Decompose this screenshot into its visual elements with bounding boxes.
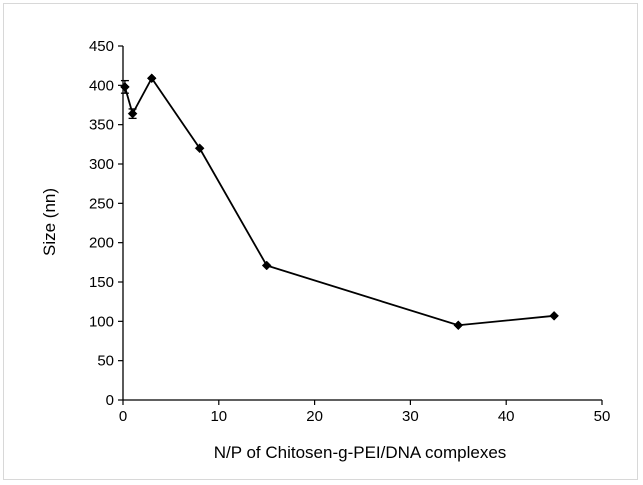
ticks: 0 50 100 150 200 250 300 350 400 450 0 10 20 30 40 50 bbox=[89, 38, 610, 425]
x-axis-label: N/P of Chitosen-g-PEI/DNA complexes bbox=[214, 443, 507, 462]
y-tick-label: 450 bbox=[89, 38, 114, 55]
y-tick-label: 350 bbox=[89, 117, 114, 134]
data-point bbox=[146, 73, 157, 84]
y-tick-label: 150 bbox=[89, 274, 114, 291]
data-point bbox=[127, 108, 138, 119]
x-tick-label: 20 bbox=[306, 408, 323, 425]
x-tick-label: 30 bbox=[402, 408, 419, 425]
x-tick-label: 10 bbox=[210, 408, 227, 425]
data-point bbox=[261, 260, 272, 271]
series-line bbox=[124, 76, 555, 327]
axes bbox=[122, 46, 602, 401]
y-tick-label: 400 bbox=[89, 77, 114, 94]
x-tick-label: 40 bbox=[498, 408, 515, 425]
y-tick-label: 200 bbox=[89, 235, 114, 252]
y-tick-label: 300 bbox=[89, 156, 114, 173]
y-tick-label: 250 bbox=[89, 195, 114, 212]
plot-area bbox=[120, 73, 559, 331]
chart-frame bbox=[3, 3, 638, 480]
data-point bbox=[194, 143, 205, 154]
y-tick-label: 100 bbox=[89, 313, 114, 330]
data-point bbox=[453, 320, 464, 331]
y-axis-label: Size (nn) bbox=[40, 188, 59, 256]
x-tick-label: 0 bbox=[119, 408, 127, 425]
y-tick-label: 50 bbox=[97, 353, 114, 370]
data-point bbox=[549, 310, 559, 321]
y-tick-label: 0 bbox=[106, 392, 114, 409]
data-point bbox=[120, 82, 130, 92]
x-tick-label: 50 bbox=[594, 408, 611, 425]
